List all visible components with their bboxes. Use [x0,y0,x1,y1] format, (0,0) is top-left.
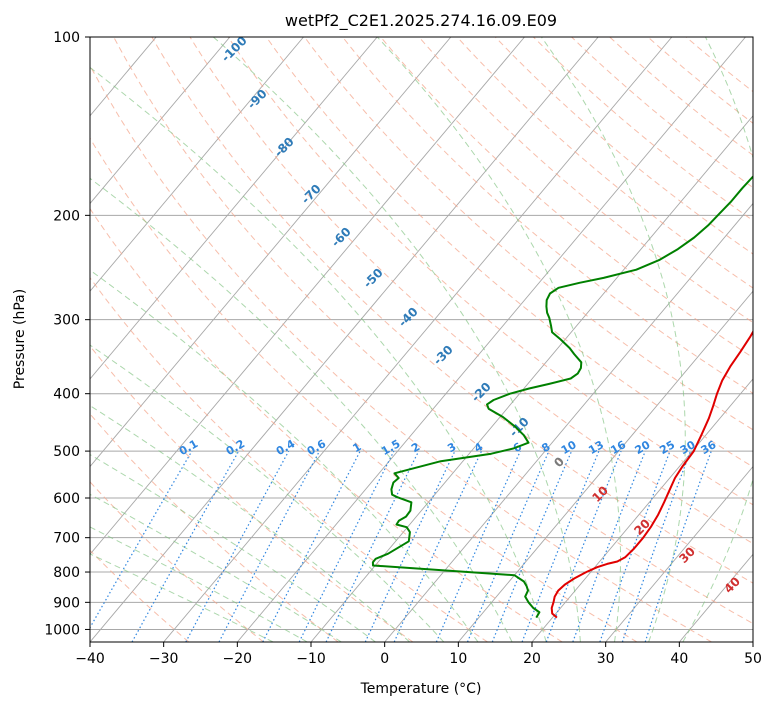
adiabat-label-4: -60 [329,225,354,250]
dry-adiabat-190 [648,37,775,642]
mixing-ratio-line-9 [436,451,520,642]
x-tick-label-4: 0 [380,651,389,667]
isotherm--50 [16,37,524,642]
mixing-ratio-line-14 [573,451,646,642]
y-tick-label-800: 800 [53,565,80,581]
mixing-ratio-line-10 [468,451,549,642]
adiabat-label-8: -20 [469,380,494,405]
dry-adiabat--10 [0,37,338,642]
dry-adiabat-0 [0,37,413,642]
mixing-ratio-label-3: 0.6 [305,437,329,458]
adiabat-label-0: -100 [219,34,250,65]
plot-frame [90,37,753,642]
adiabat-label-2: -80 [272,135,297,160]
temperature-profile-line [552,37,775,618]
mixing-ratio-line-11 [492,451,571,642]
x-tick-label-2: −20 [223,651,253,667]
x-tick-label-0: −40 [75,651,105,667]
x-axis-label: Temperature (°C) [360,681,482,697]
mixing-ratio-label-10: 8 [539,440,552,455]
dry-adiabat-50 [114,37,775,642]
x-tick-label-9: 50 [744,651,762,667]
dry-adiabat-120 [381,37,775,642]
moist-adiabat-30 [377,37,620,642]
y-axis-label: Pressure (hPa) [12,289,28,389]
y-tick-label-400: 400 [53,387,80,403]
y-tick-label-700: 700 [53,531,80,547]
isotherm-20 [532,37,775,642]
dry-adiabat--30 [0,37,189,642]
y-tick-label-300: 300 [53,313,80,329]
mixing-ratio-label-12: 13 [586,438,606,457]
isotherm-0 [385,37,775,642]
x-tick-label-3: −10 [296,651,326,667]
mixing-ratio-label-0: 0.1 [177,437,200,458]
adiabat-label-5: -50 [361,266,386,291]
mixing-ratio-label-8: 4 [472,440,485,455]
adiabat-label-6: -40 [396,305,421,330]
isotherm--70 [0,37,377,642]
mixing-ratio-label-7: 3 [445,440,458,455]
isotherm--120 [0,37,9,642]
mixing-ratio-label-14: 20 [633,438,653,457]
adiabat-label-3: -70 [299,182,324,207]
mixing-ratio-line-5 [299,451,394,642]
x-tick-label-1: −30 [149,651,179,667]
y-tick-label-100: 100 [53,30,80,46]
moist-adiabat-5 [0,37,444,642]
dry-adiabat-10 [0,37,488,642]
moist-adiabat--10 [0,37,341,642]
dewpoint-profile-line [373,37,775,618]
mixing-ratio-line-4 [263,451,360,642]
adiabat-label-13: 30 [676,544,698,566]
mixing-ratio-label-2: 0.4 [274,437,298,458]
dry-adiabat-130 [419,37,775,642]
dry-adiabat-170 [572,37,775,642]
y-tick-label-500: 500 [53,444,80,460]
moist-adiabat--5 [0,37,376,642]
isotherm--20 [237,37,745,642]
x-tick-label-5: 10 [449,651,467,667]
y-tick-label-1000: 1000 [44,622,80,638]
mixing-ratio-label-4: 1 [350,440,363,455]
adiabat-label-11: 10 [589,483,611,505]
moist-adiabat-40 [683,37,775,642]
moist-adiabat-0 [0,37,410,642]
isotherm--10 [311,37,775,642]
moist-adiabat-15 [0,37,512,642]
mixing-ratio-line-16 [622,451,690,642]
y-tick-label-900: 900 [53,595,80,611]
mixing-ratio-line-7 [365,451,455,642]
isotherm-50 [753,37,775,642]
mixing-ratio-line-1 [132,451,239,642]
mixing-ratio-line-6 [326,451,419,642]
dry-adiabat--20 [0,37,264,642]
isotherm--30 [164,37,672,642]
y-tick-label-600: 600 [53,491,80,507]
dry-adiabat-90 [266,37,775,642]
moist-adiabat-25 [213,37,580,642]
mixing-ratio-line-13 [546,451,621,642]
x-tick-label-7: 30 [597,651,615,667]
mixing-ratio-label-5: 1.5 [379,437,402,458]
y-tick-label-200: 200 [53,208,80,224]
mixing-ratio-label-17: 36 [699,438,719,457]
adiabat-label-14: 40 [721,574,743,596]
mixing-ratio-line-0 [82,451,192,642]
isotherm--90 [0,37,230,642]
moist-adiabat-10 [0,37,478,642]
mixing-ratio-label-15: 25 [657,438,677,457]
x-tick-label-8: 40 [670,651,688,667]
dry-adiabat-150 [495,37,775,642]
isotherm--80 [0,37,304,642]
mixing-ratio-label-11: 10 [559,438,579,457]
mixing-ratio-line-12 [522,451,599,642]
moist-adiabat--20 [0,37,273,642]
mixing-ratio-line-3 [219,451,320,642]
x-tick-label-6: 20 [523,651,541,667]
chart-title: wetPf2_C2E1.2025.274.16.09.E09 [285,11,557,31]
mixing-ratio-label-1: 0.2 [224,437,247,458]
